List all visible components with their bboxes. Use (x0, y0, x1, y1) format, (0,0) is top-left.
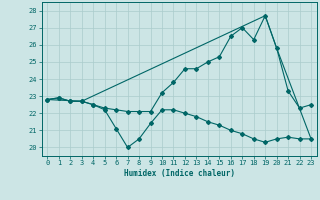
X-axis label: Humidex (Indice chaleur): Humidex (Indice chaleur) (124, 169, 235, 178)
